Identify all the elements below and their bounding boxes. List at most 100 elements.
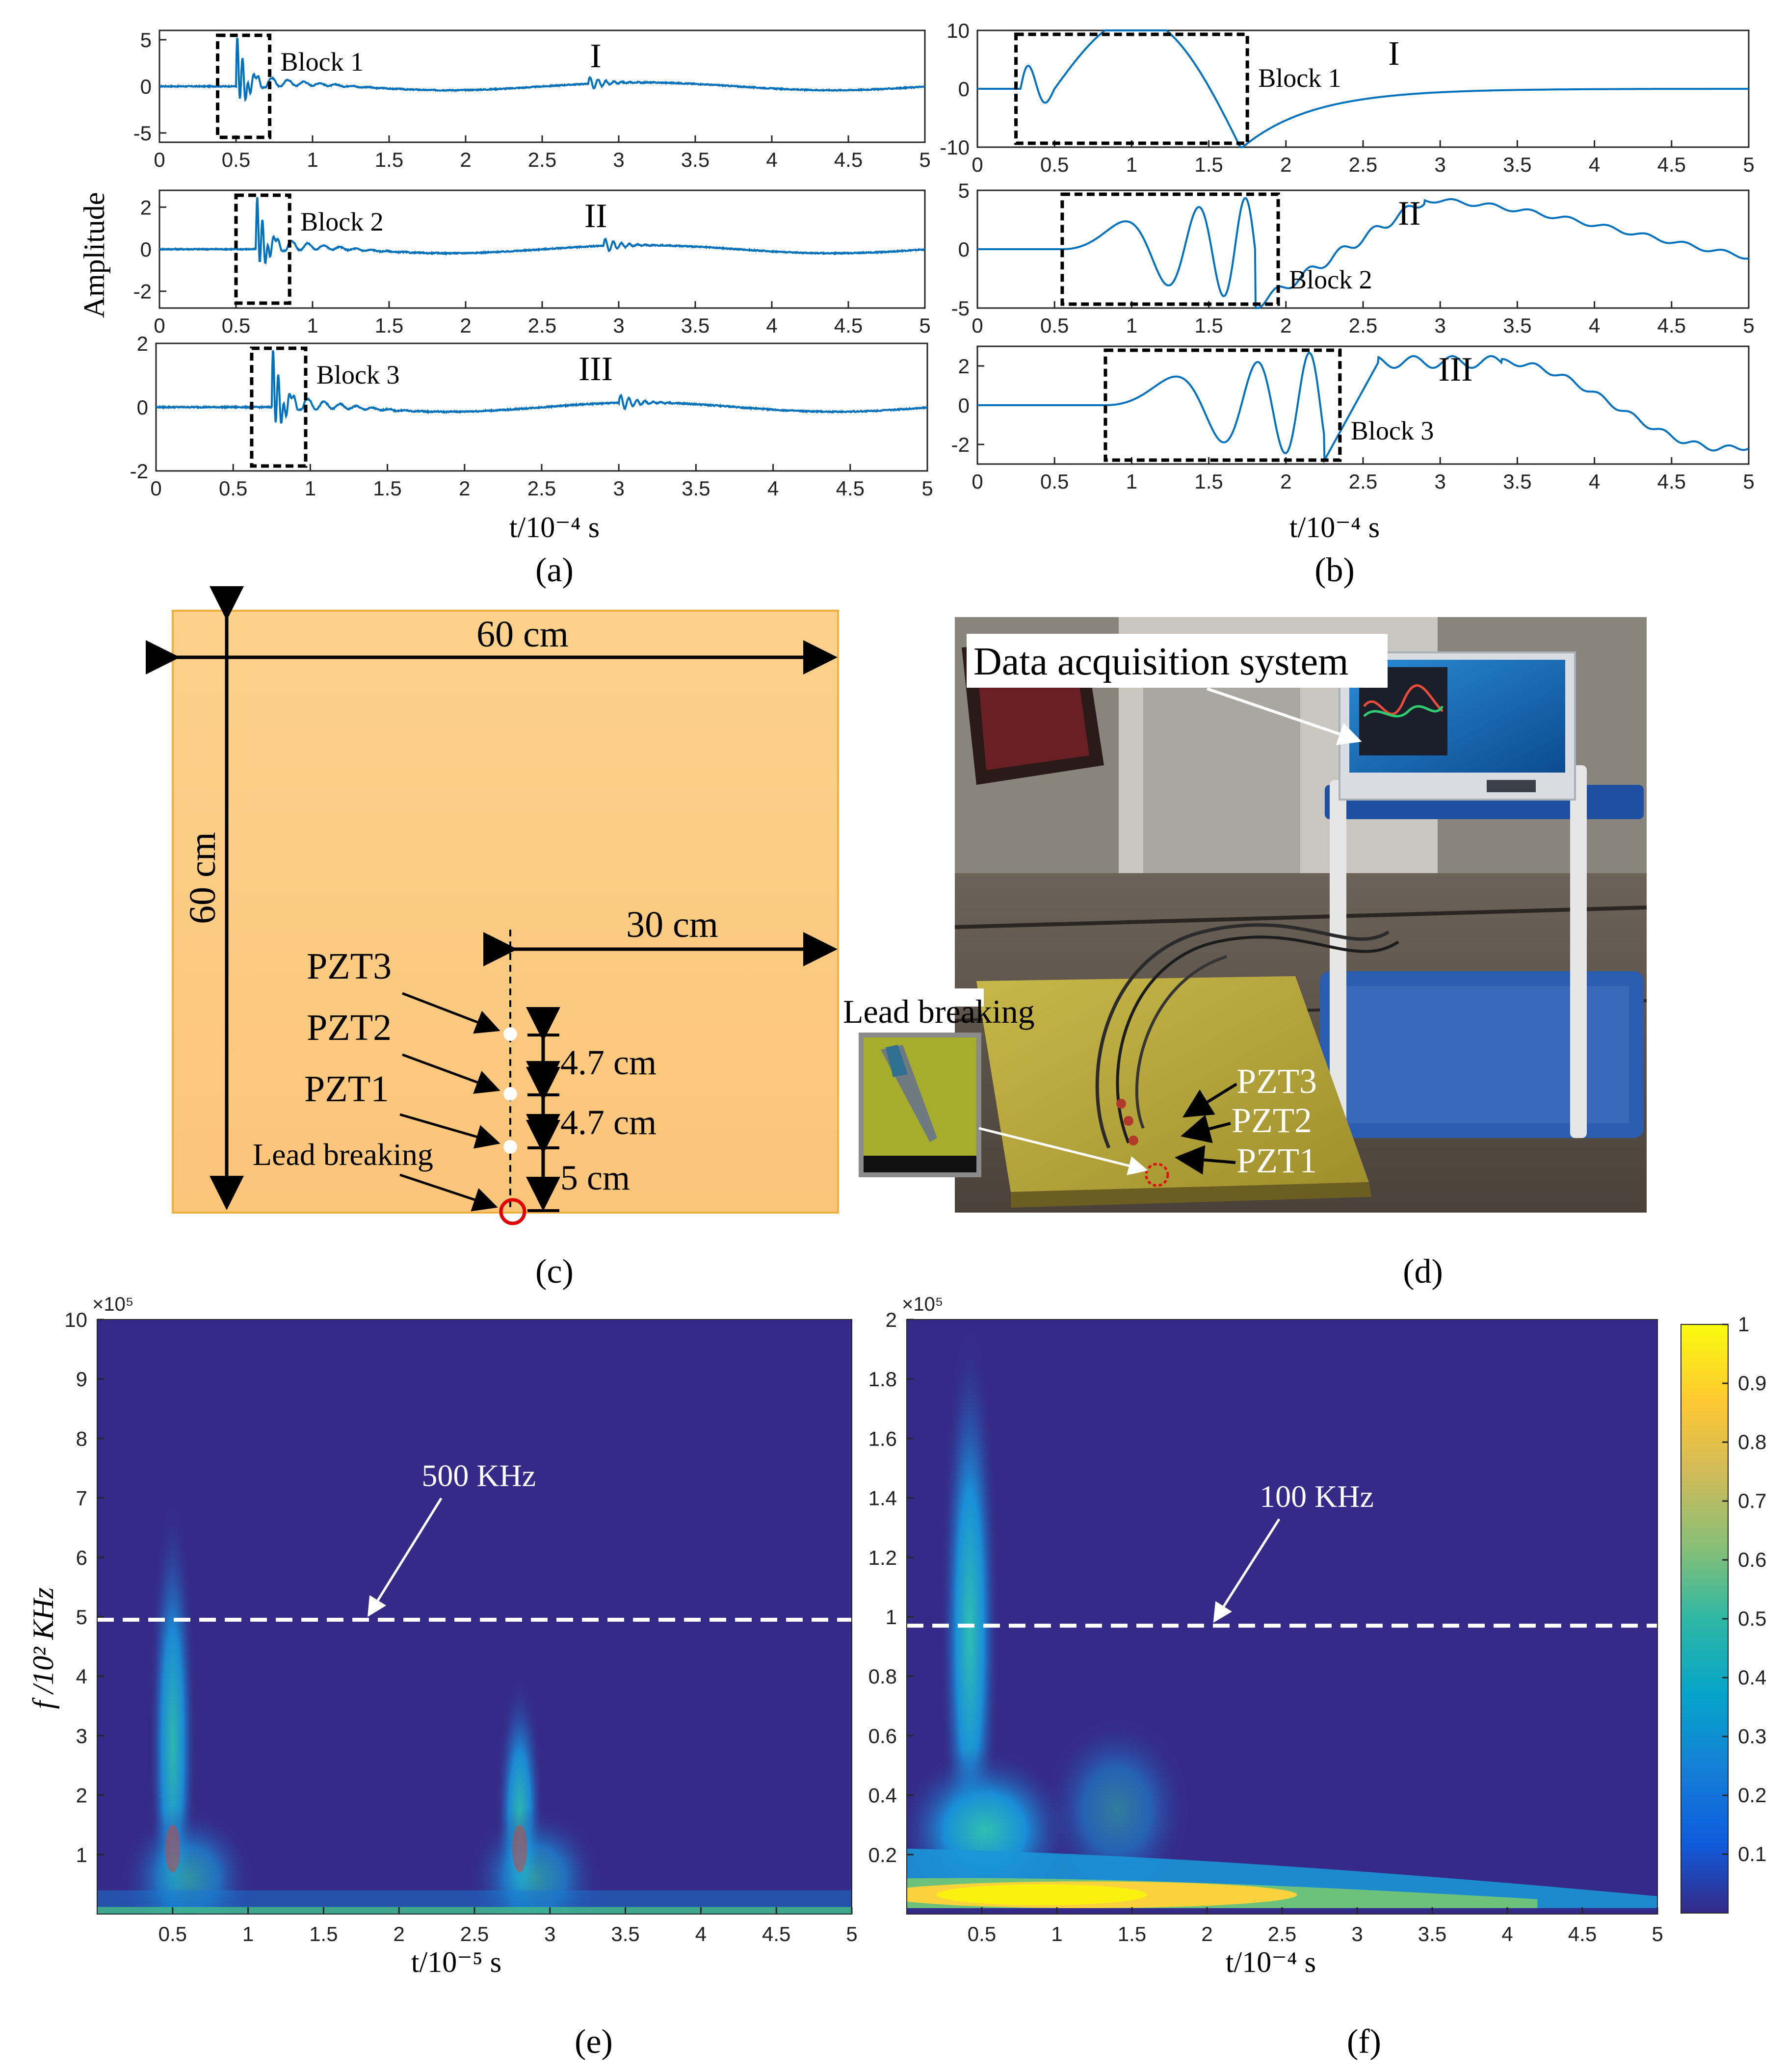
x-tick-label: 3.5: [1503, 470, 1531, 493]
block-box: [1060, 192, 1280, 306]
x-tick-label: 0.5: [158, 1922, 187, 1945]
energy-blob: [120, 1807, 256, 1914]
x-tick-label: 3: [1435, 153, 1446, 176]
x-tick-label: 0.5: [1040, 153, 1069, 176]
x-tick-label: 3.5: [611, 1922, 639, 1945]
x-tick-label: 0: [154, 148, 165, 171]
half-label: 30 cm: [626, 904, 718, 945]
sensor-pzt1: [503, 1140, 517, 1154]
x-tick-label: 3.5: [681, 148, 709, 171]
y-tick-label: 0: [140, 75, 152, 98]
signal-line: [977, 197, 1749, 309]
x-tick-label: 2: [460, 148, 471, 171]
colorbar-tick-label: 0.4: [1738, 1666, 1766, 1689]
x-tick-label: 1.5: [375, 314, 403, 337]
x-tick-label: 4: [1589, 153, 1600, 176]
x-tick-label: 0.5: [222, 314, 250, 337]
x-tick-label: 3.5: [682, 477, 710, 500]
block-box: [1103, 348, 1342, 462]
y-tick-label: 1.6: [868, 1427, 897, 1450]
x-tick-label: 1: [307, 148, 318, 171]
block-label: Block 2: [300, 207, 384, 236]
x-tick-label: 5: [921, 477, 933, 500]
y-tick-label: 1: [76, 1843, 87, 1866]
event-label: III: [1439, 351, 1473, 388]
axes-frame: [976, 189, 1750, 309]
y-tick-label: 7: [76, 1487, 87, 1510]
panel-c-plate-diagram: 60 cm 60 cm 30 cm 4.7 cm 4.7 cm 5 cm PZT…: [146, 586, 839, 1225]
caption-d: (d): [1403, 1253, 1443, 1291]
signal-line: [159, 37, 926, 103]
x-tick-label: 0.5: [219, 477, 247, 500]
y-tick-label: 1.8: [868, 1368, 897, 1391]
caption-b: (b): [1314, 551, 1355, 589]
width-label: 60 cm: [476, 614, 569, 655]
x-tick-label: 5: [919, 148, 930, 171]
x-tick-label: 0: [972, 314, 983, 337]
x-tick-label: 3: [613, 314, 624, 337]
y-tick-label: 0.6: [868, 1724, 897, 1747]
block-box: [216, 33, 272, 139]
daq-label-box: [967, 634, 1388, 688]
x-tick-label: 1: [1126, 153, 1137, 176]
x-tick-label: 1: [242, 1922, 254, 1945]
x-tick-label: 4: [766, 314, 777, 337]
x-tick-label: 4.5: [762, 1922, 790, 1945]
y-tick-label: -5: [133, 122, 152, 145]
x-tick-label: 3.5: [681, 314, 709, 337]
y-tick-label: 0: [137, 396, 148, 419]
block-box: [234, 193, 291, 305]
x-tick-label: 2.5: [460, 1922, 489, 1945]
y-tick-label: 0: [958, 78, 970, 101]
x-tick-label: 5: [1652, 1922, 1663, 1945]
x-tick-label: 0.5: [1040, 314, 1069, 337]
lead-break-point: [499, 1198, 526, 1225]
x-tick-label: 0: [154, 314, 165, 337]
x-tick-label: 4: [767, 477, 779, 500]
y-tick-label: 0.8: [868, 1665, 897, 1688]
colorbar-tick-label: 0.8: [1738, 1430, 1766, 1453]
label-pzt1: PZT1: [304, 1068, 389, 1110]
heatmap-energy: [907, 1320, 1657, 1914]
x-tick-label: 3: [613, 148, 624, 171]
event-label: I: [590, 37, 602, 75]
x-tick-label: 5: [1743, 314, 1754, 337]
x-tick-label: 0.5: [222, 148, 250, 171]
spacing-label-3: 5 cm: [560, 1158, 630, 1197]
x-tick-label: 4: [1589, 314, 1600, 337]
annotation-arrow: [368, 1498, 443, 1617]
y-tick-label: -2: [133, 280, 152, 303]
x-tick-label: 4: [766, 148, 777, 171]
x-tick-label: 2: [1280, 470, 1291, 493]
energy-blob: [467, 1807, 603, 1914]
energy-core: [165, 1825, 181, 1873]
low-frequency-halo: [97, 1890, 852, 1907]
block-box: [250, 346, 308, 468]
panel-d-photo: Data acquisition system Lead breaking PZ…: [841, 617, 1647, 1213]
label-pzt2: PZT2: [307, 1007, 392, 1048]
y-tick-label: 2: [958, 355, 970, 378]
x-tick-label: 3: [613, 477, 625, 500]
block-label: Block 3: [1351, 416, 1434, 445]
y-tick-label: 6: [76, 1546, 87, 1569]
block-label: Block 2: [1289, 265, 1372, 294]
y-tick-label: 0: [958, 394, 970, 417]
energy-ridge: [148, 1494, 197, 1914]
x-tick-label: 2.5: [527, 477, 556, 500]
spacing-label-2: 4.7 cm: [560, 1103, 657, 1142]
colorbar-tick-label: 1: [1738, 1313, 1749, 1336]
x-tick-label: 2.5: [1349, 470, 1377, 493]
y-tick-label: 5: [140, 28, 152, 52]
x-tick-label: 4.5: [1657, 153, 1686, 176]
event-label: II: [584, 197, 607, 235]
y-tick-label: 2: [886, 1308, 897, 1331]
y-exponent: ×10⁵: [902, 1294, 943, 1315]
heatmap-background: [97, 1320, 852, 1914]
y-exponent: ×10⁵: [92, 1294, 133, 1315]
threshold-annotation: 500 KHz: [421, 1458, 536, 1493]
caption-c: (c): [535, 1253, 574, 1291]
photo-label-pzt2: PZT2: [1232, 1101, 1312, 1140]
panel-f-spectrogram: 100 KHz 0.5 1 1.5 2 2.5 3 3.5 4 4.5 5 0.2 0.4 0.6 0.8 1…: [868, 1294, 1663, 1945]
